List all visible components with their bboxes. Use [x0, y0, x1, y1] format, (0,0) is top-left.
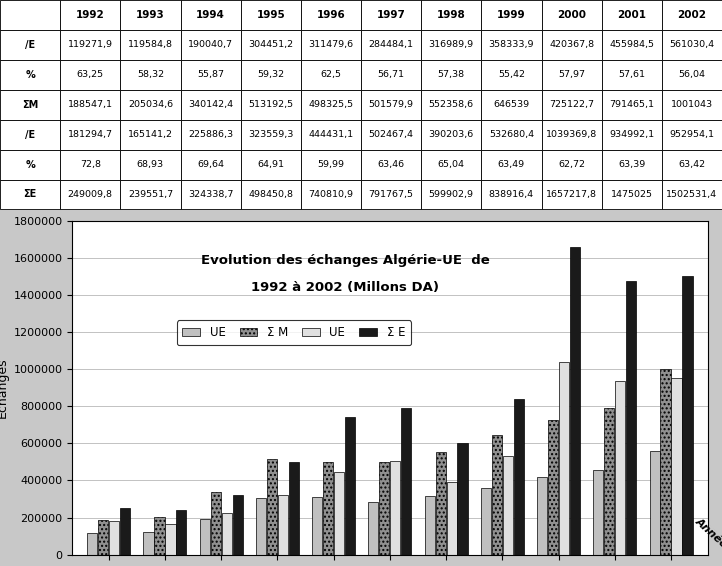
Bar — [481, 488, 491, 555]
Bar — [492, 435, 502, 555]
Bar — [391, 461, 401, 555]
Bar — [570, 247, 580, 555]
Bar — [446, 482, 456, 555]
Bar — [165, 524, 175, 555]
Bar — [232, 495, 243, 555]
Bar — [425, 496, 435, 555]
Bar — [334, 472, 344, 555]
Bar — [155, 517, 165, 555]
Bar — [144, 533, 154, 555]
Y-axis label: Echanges: Echanges — [0, 357, 9, 418]
Bar — [176, 510, 186, 555]
Bar — [593, 470, 604, 555]
Bar — [458, 443, 468, 555]
Bar — [323, 462, 334, 555]
Bar — [559, 362, 569, 555]
Legend: UE, Σ M, UE, Σ E: UE, Σ M, UE, Σ E — [177, 320, 411, 345]
Text: Années: Années — [693, 516, 722, 554]
Bar — [120, 508, 130, 555]
Bar — [435, 452, 445, 555]
Bar — [312, 497, 322, 555]
Bar — [671, 378, 682, 555]
Bar — [548, 420, 558, 555]
Bar — [626, 281, 636, 555]
Bar — [503, 456, 513, 555]
Bar — [514, 399, 524, 555]
Bar — [368, 502, 378, 555]
Bar — [256, 498, 266, 555]
Bar — [289, 462, 299, 555]
Bar — [604, 408, 614, 555]
Text: Evolution des échanges Algérie-UE  de: Evolution des échanges Algérie-UE de — [201, 254, 490, 267]
Bar — [98, 520, 108, 555]
Bar — [650, 451, 660, 555]
Bar — [278, 495, 288, 555]
Bar — [345, 417, 355, 555]
Bar — [200, 520, 210, 555]
Bar — [615, 381, 625, 555]
Bar — [537, 477, 547, 555]
Bar — [401, 408, 412, 555]
Bar — [222, 513, 232, 555]
Bar — [661, 369, 671, 555]
Bar — [379, 462, 389, 555]
Bar — [109, 521, 119, 555]
Bar — [267, 460, 277, 555]
Bar — [682, 276, 692, 555]
Text: 1992 à 2002 (Millons DA): 1992 à 2002 (Millons DA) — [251, 281, 440, 294]
Bar — [211, 492, 221, 555]
Bar — [87, 533, 97, 555]
